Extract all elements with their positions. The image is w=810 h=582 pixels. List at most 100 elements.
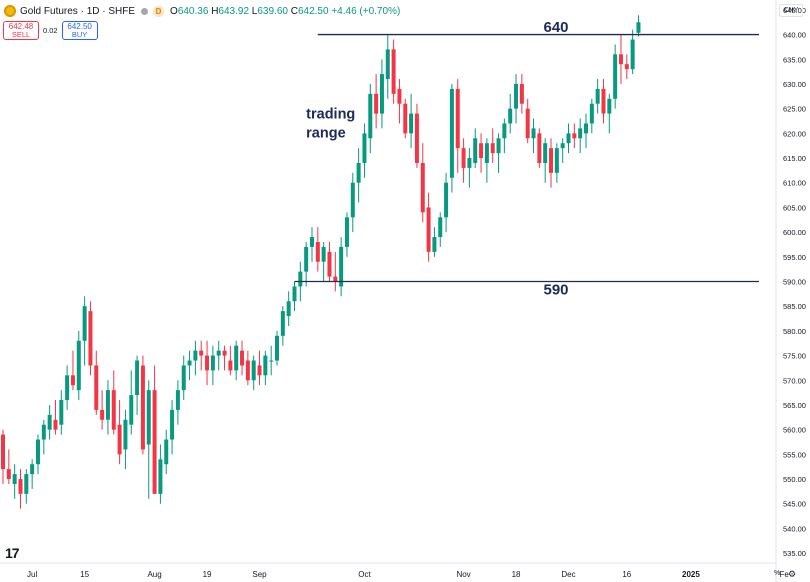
candle-body bbox=[111, 390, 116, 430]
candle-body bbox=[315, 241, 320, 262]
candle bbox=[199, 340, 204, 371]
percent-scale-toggle[interactable]: % bbox=[774, 570, 781, 577]
candle bbox=[111, 370, 116, 435]
candle-body bbox=[59, 400, 64, 425]
gear-icon[interactable]: ⚙ bbox=[788, 569, 797, 579]
candle-body bbox=[455, 88, 460, 149]
candle bbox=[578, 118, 583, 154]
candle-body bbox=[426, 207, 431, 252]
candle bbox=[566, 123, 571, 154]
candle bbox=[234, 340, 239, 381]
candle bbox=[100, 390, 105, 430]
candle-body bbox=[630, 39, 635, 70]
candle-body bbox=[566, 133, 571, 144]
candle bbox=[88, 301, 93, 376]
candle-body bbox=[484, 143, 489, 163]
sell-button[interactable]: 642.48 SELL bbox=[3, 21, 39, 40]
candle-body bbox=[35, 439, 40, 465]
candle-body bbox=[385, 49, 390, 80]
price-tick-label: 640.00 bbox=[783, 31, 806, 40]
candle bbox=[129, 370, 134, 435]
high-value: 643.92 bbox=[218, 5, 250, 17]
candle-body bbox=[438, 217, 443, 238]
candle bbox=[216, 340, 221, 371]
candle bbox=[82, 296, 87, 366]
candle bbox=[391, 39, 396, 104]
candle bbox=[572, 123, 577, 149]
candle-body bbox=[269, 360, 274, 362]
candle bbox=[117, 400, 122, 465]
open-value: 640.36 bbox=[177, 5, 209, 17]
price-tick-label: 610.00 bbox=[783, 179, 806, 188]
candle-body bbox=[123, 419, 128, 450]
candle bbox=[333, 251, 338, 292]
candle bbox=[449, 83, 454, 193]
candle-body bbox=[199, 350, 204, 356]
trade-buttons: 642.48 SELL 0.02 642.50 BUY bbox=[3, 21, 98, 40]
level-label: 640 bbox=[543, 19, 568, 36]
candle bbox=[467, 148, 472, 188]
price-tick-label: 605.00 bbox=[783, 203, 806, 212]
candle bbox=[432, 227, 437, 257]
candle bbox=[531, 118, 536, 154]
candle bbox=[70, 350, 75, 391]
candle-body bbox=[30, 464, 35, 475]
candle-body bbox=[245, 360, 250, 381]
candle bbox=[420, 143, 425, 223]
candle-body bbox=[403, 103, 408, 134]
candle-body bbox=[397, 88, 402, 104]
candle-body bbox=[549, 148, 554, 173]
tradingview-logo[interactable]: 17 bbox=[5, 545, 20, 561]
horizontal-lines[interactable]: 640 590 bbox=[294, 19, 760, 299]
currency-selector[interactable]: CNY bbox=[779, 4, 803, 17]
price-tick-label: 560.00 bbox=[783, 426, 806, 435]
time-tick-label: 2025 bbox=[682, 570, 700, 579]
buy-button[interactable]: 642.50 BUY bbox=[61, 21, 98, 40]
time-tick-label: Fe bbox=[780, 570, 790, 579]
candle-body bbox=[205, 355, 210, 371]
symbol-title[interactable]: Gold Futures · 1D · SHFE bbox=[20, 5, 136, 17]
candle-body bbox=[216, 350, 221, 356]
annotation-text: trading bbox=[306, 107, 355, 123]
candle bbox=[479, 133, 484, 173]
candle bbox=[584, 113, 588, 149]
open-label: O bbox=[170, 5, 178, 17]
candle-body bbox=[514, 83, 519, 109]
candle bbox=[379, 59, 384, 129]
candle-body bbox=[140, 365, 145, 450]
candle-body bbox=[6, 469, 11, 480]
candle-body bbox=[193, 350, 198, 361]
candle-body bbox=[496, 138, 501, 154]
ohlc-values: O640.36 H643.92 L639.60 C642.50 +4.46 (+… bbox=[170, 6, 400, 17]
candle bbox=[240, 340, 245, 376]
candle-body bbox=[129, 395, 134, 425]
candle bbox=[210, 345, 215, 386]
candle-body bbox=[414, 113, 419, 163]
candle bbox=[41, 419, 46, 455]
candle bbox=[414, 103, 419, 168]
price-tick-label: 575.00 bbox=[783, 352, 806, 361]
candle-body bbox=[263, 355, 268, 376]
candle bbox=[181, 355, 186, 401]
price-axis[interactable]: 535.00 540.00 545.00 550.00 555.00 560.00 565.… bbox=[783, 6, 806, 558]
candle-body bbox=[572, 133, 577, 139]
time-tick-label: Sep bbox=[252, 570, 267, 579]
candle bbox=[502, 118, 507, 154]
candle bbox=[53, 400, 58, 435]
price-tick-label: 630.00 bbox=[783, 80, 806, 89]
candle bbox=[362, 123, 367, 178]
candle bbox=[292, 281, 297, 312]
time-axis[interactable]: Jul 15 Aug 19 Sep Oct Nov 18 Dec 16 2025 Fe bbox=[27, 570, 789, 579]
price-tick-label: 570.00 bbox=[783, 376, 806, 385]
candle-body bbox=[525, 108, 530, 139]
market-status-icon bbox=[141, 7, 149, 15]
candle bbox=[438, 212, 443, 247]
candle bbox=[280, 306, 285, 346]
candle bbox=[403, 98, 408, 139]
candle bbox=[309, 227, 314, 262]
candle-body bbox=[286, 301, 291, 317]
candle-body bbox=[595, 88, 600, 104]
candle-body bbox=[589, 103, 594, 124]
candle bbox=[549, 138, 554, 188]
